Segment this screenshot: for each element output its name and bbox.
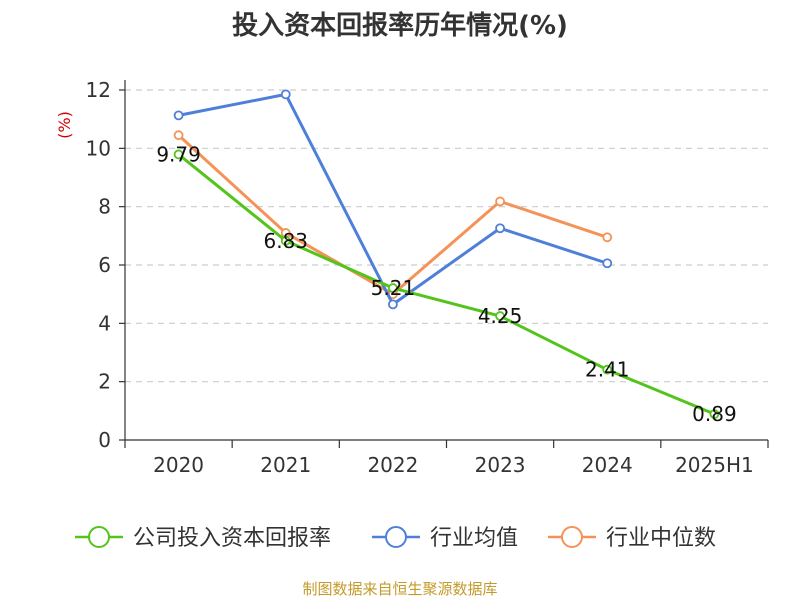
y-tick-label: 8	[98, 195, 111, 219]
data-point	[280, 235, 291, 246]
legend-item[interactable]: 行业均值	[372, 526, 518, 551]
data-point	[495, 311, 505, 321]
legend-item[interactable]: 公司投入资本回报率	[75, 526, 331, 551]
legend-marker	[88, 526, 110, 548]
data-point	[173, 110, 184, 121]
data-label: 5.21	[371, 276, 416, 300]
data-point	[280, 89, 291, 100]
data-label: 2.41	[585, 358, 630, 382]
series-line	[177, 134, 608, 296]
x-tick-label: 2024	[582, 453, 633, 477]
data-point	[495, 196, 505, 207]
source-note: 制图数据来自恒生聚源数据库	[302, 580, 497, 598]
y-axis-unit: (%)	[55, 111, 74, 139]
y-tick-label: 4	[98, 311, 111, 335]
series-line	[178, 92, 608, 306]
data-label: 0.89	[692, 402, 737, 426]
data-label: 6.83	[263, 229, 308, 253]
legend-label: 行业中位数	[606, 526, 716, 551]
axes: 0 2 4 6 8 10 12 2020 2021 2022 2023 2024 2025H1	[86, 78, 769, 477]
x-tick-label: 2022	[367, 453, 418, 477]
grid	[125, 89, 768, 383]
legend-marker	[385, 526, 407, 548]
legend-item[interactable]: 行业中位数	[548, 526, 716, 551]
x-tick-label: 2021	[260, 453, 311, 477]
data-point	[388, 299, 398, 310]
legend-label: 行业均值	[430, 526, 518, 551]
data-label: 9.79	[156, 142, 201, 166]
x-tick-label: 2020	[153, 453, 204, 477]
y-tick-label: 12	[86, 78, 111, 102]
data-point	[709, 409, 720, 419]
data-point	[173, 149, 184, 160]
y-tick-label: 10	[86, 136, 111, 160]
x-tick-label: 2023	[475, 453, 526, 477]
data-labels: 9.79 6.83 5.21 4.25 2.41 0.89	[156, 142, 736, 426]
y-tick-label: 2	[98, 370, 111, 394]
data-label: 4.25	[478, 304, 523, 328]
legend: 公司投入资本回报率 行业均值 行业中位数	[75, 526, 716, 551]
series	[173, 89, 720, 419]
data-point	[602, 232, 613, 243]
y-tick-label: 0	[98, 428, 111, 452]
legend-marker	[561, 526, 583, 548]
chart-title: 投入资本回报率历年情况(%)	[232, 10, 568, 41]
data-point	[602, 258, 613, 269]
series-line	[177, 153, 715, 416]
data-point	[173, 130, 184, 141]
data-point	[495, 223, 505, 234]
legend-label: 公司投入资本回报率	[133, 526, 331, 551]
y-tick-label: 6	[98, 253, 111, 277]
data-point	[602, 364, 613, 375]
x-tick-label: 2025H1	[675, 453, 754, 477]
data-point	[388, 283, 398, 293]
